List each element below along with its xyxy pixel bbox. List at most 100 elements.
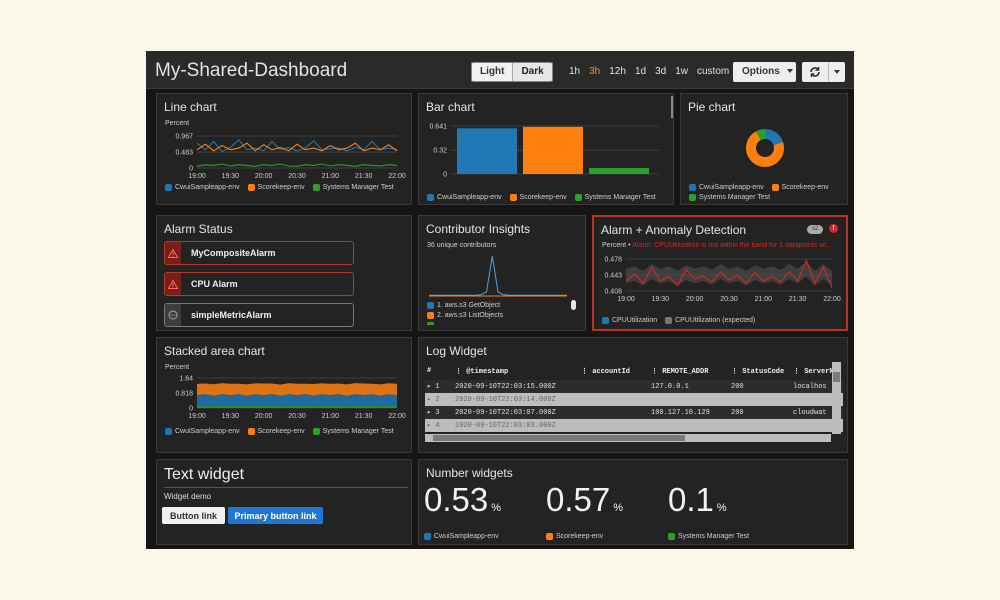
legend-item: CwuiSampleapp-env bbox=[689, 182, 764, 192]
series-line bbox=[196, 163, 398, 167]
legend-swatch bbox=[247, 183, 255, 191]
legend-swatch bbox=[312, 427, 320, 435]
x-tick-label: 20:30 bbox=[720, 296, 738, 303]
time-range-12h[interactable]: 12h bbox=[609, 66, 626, 77]
legend-item: CwuiSampleapp-env bbox=[424, 531, 499, 541]
series-line bbox=[196, 142, 398, 152]
legend-swatch bbox=[665, 316, 673, 324]
scrollbar[interactable] bbox=[671, 96, 673, 118]
column-header[interactable]: ⋮ accountId bbox=[581, 367, 631, 376]
time-range-1h[interactable]: 1h bbox=[569, 66, 581, 77]
alarm-item[interactable]: MyCompositeAlarm bbox=[164, 241, 354, 265]
column-header[interactable]: ⋮ StatusCode bbox=[731, 367, 785, 376]
x-tick-label: 21:00 bbox=[322, 413, 340, 420]
y-tick-label: 0.483 bbox=[175, 150, 193, 157]
column-header[interactable]: # bbox=[427, 367, 432, 375]
stacked-area-chart: 1.64 0.818 019:00 19:30 20:00 20:30 21:00 21:30… bbox=[175, 376, 405, 421]
area-layer bbox=[197, 383, 397, 396]
legend-label: Scorekeep-env bbox=[257, 183, 305, 191]
scrollbar-thumb[interactable] bbox=[833, 372, 840, 382]
x-tick-label: 20:00 bbox=[255, 413, 273, 420]
legend-swatch bbox=[668, 532, 675, 540]
time-range-1w[interactable]: 1w bbox=[675, 66, 688, 77]
legend-swatch bbox=[427, 301, 434, 309]
column-header[interactable]: ⋮ @timestamp bbox=[455, 367, 509, 376]
number-value: 0.53% bbox=[424, 481, 501, 519]
legend-label: Systems Manager Test bbox=[322, 183, 394, 191]
vertical-scrollbar[interactable] bbox=[832, 362, 841, 434]
alarm-item[interactable]: CPU Alarm bbox=[164, 272, 354, 296]
bar-chart: 0.641 0.32 0 bbox=[429, 124, 659, 179]
legend-item: Systems Manager Test bbox=[668, 531, 749, 541]
x-tick-label: 21:30 bbox=[355, 173, 373, 180]
legend-item: CPUUtilization (expected) bbox=[665, 315, 755, 325]
legend-label: Scorekeep-env bbox=[556, 532, 604, 540]
table-row[interactable]: ▸ 2 2020-09-10T22:03:14.000Z bbox=[425, 393, 843, 406]
alarm-name: simpleMetricAlarm bbox=[191, 310, 272, 320]
legend-item: Scorekeep-env bbox=[247, 182, 305, 192]
scrollbar[interactable] bbox=[571, 300, 576, 310]
alarm-count-badge: x2 bbox=[807, 225, 823, 234]
theme-dark-button[interactable]: Dark bbox=[512, 63, 552, 81]
refresh-options-button[interactable] bbox=[829, 62, 845, 82]
options-button[interactable]: Options bbox=[733, 62, 796, 82]
time-range-1d[interactable]: 1d bbox=[634, 66, 647, 77]
widget-title: Contributor Insights bbox=[426, 222, 531, 236]
bar-chart-widget: Bar chart 0.641 0.32 0 CwuiSampleapp-env S… bbox=[418, 93, 674, 205]
row-index: ▸ 3 bbox=[427, 409, 440, 417]
table-header: # ⋮ @timestamp ⋮ accountId ⋮ REMOTE_ADDR… bbox=[425, 362, 843, 380]
legend-item: 1. aws.s3 GetObject bbox=[427, 300, 500, 310]
column-label: ServerN bbox=[804, 367, 834, 376]
x-tick-label: 19:30 bbox=[652, 296, 670, 303]
column-header[interactable]: ⋮ ServerN bbox=[793, 367, 834, 376]
legend-item-partial bbox=[427, 322, 537, 325]
legend-item: Systems Manager Test bbox=[312, 182, 394, 192]
table-row[interactable]: ▸ 4 2020-09-10T22:03:03.000Z bbox=[425, 419, 843, 432]
chart-legend: CwuiSampleapp-env Scorekeep-env Systems … bbox=[689, 182, 847, 203]
series-line bbox=[196, 139, 398, 153]
column-label: accountId bbox=[592, 367, 631, 376]
widget-title: Number widgets bbox=[426, 466, 513, 480]
contributor-chart bbox=[429, 255, 567, 297]
legend-item: Scorekeep-env bbox=[546, 531, 603, 541]
horizontal-scrollbar[interactable] bbox=[425, 434, 831, 442]
legend-item: Scorekeep-env bbox=[247, 426, 305, 436]
alarm-item[interactable]: simpleMetricAlarm bbox=[164, 303, 354, 327]
x-tick-label: 19:30 bbox=[222, 413, 240, 420]
legend-swatch bbox=[574, 193, 582, 201]
chart-legend: CwuiSampleapp-env Scorekeep-env Systems … bbox=[165, 426, 405, 437]
pie-slice bbox=[755, 129, 765, 141]
time-range-3d[interactable]: 3d bbox=[655, 66, 667, 77]
primary-button-label: Primary button link bbox=[234, 510, 317, 521]
dashboard-title: My-Shared-Dashboard bbox=[155, 60, 348, 81]
button-link[interactable]: Button link bbox=[162, 507, 225, 524]
series-line bbox=[429, 255, 567, 296]
number-unit: % bbox=[716, 502, 727, 514]
table-row[interactable]: ▸ 1 2020-09-10T22:03:15.000Z 127.0.0.1 2… bbox=[425, 380, 843, 393]
number-unit: % bbox=[613, 502, 624, 514]
button-link-label: Button link bbox=[170, 510, 217, 521]
legend-label: Scorekeep-env bbox=[781, 183, 829, 191]
row-index: ▸ 4 bbox=[427, 422, 440, 430]
x-tick-label: 22:00 bbox=[823, 296, 841, 303]
legend-item: Systems Manager Test bbox=[312, 426, 394, 436]
column-label: StatusCode bbox=[742, 367, 785, 376]
legend-label: CwuiSampleapp-env bbox=[434, 532, 499, 540]
primary-button-link[interactable]: Primary button link bbox=[228, 507, 323, 524]
column-header[interactable]: ⋮ REMOTE_ADDR bbox=[651, 367, 709, 376]
widget-title: Alarm Status bbox=[164, 222, 233, 236]
y-axis-label: Percent bbox=[602, 242, 627, 249]
y-axis-label: Percent bbox=[165, 364, 190, 371]
number-value: 0.57% bbox=[546, 481, 623, 519]
number-label: Systems Manager Test bbox=[668, 531, 755, 542]
cell: cloudwat bbox=[793, 408, 827, 417]
pie-chart-widget: Pie chart CwuiSampleapp-env Scorekeep-en… bbox=[680, 93, 848, 205]
scrollbar-thumb[interactable] bbox=[433, 435, 685, 441]
series-line bbox=[625, 258, 833, 289]
refresh-icon[interactable] bbox=[802, 62, 829, 82]
theme-light-button[interactable]: Light bbox=[472, 63, 513, 81]
table-row[interactable]: ▸ 3 2020-09-10T22:03:07.000Z 100.127.10.… bbox=[425, 406, 843, 419]
time-range-3h[interactable]: 3h bbox=[589, 66, 601, 77]
legend-item: CPUUtilization bbox=[602, 315, 657, 325]
